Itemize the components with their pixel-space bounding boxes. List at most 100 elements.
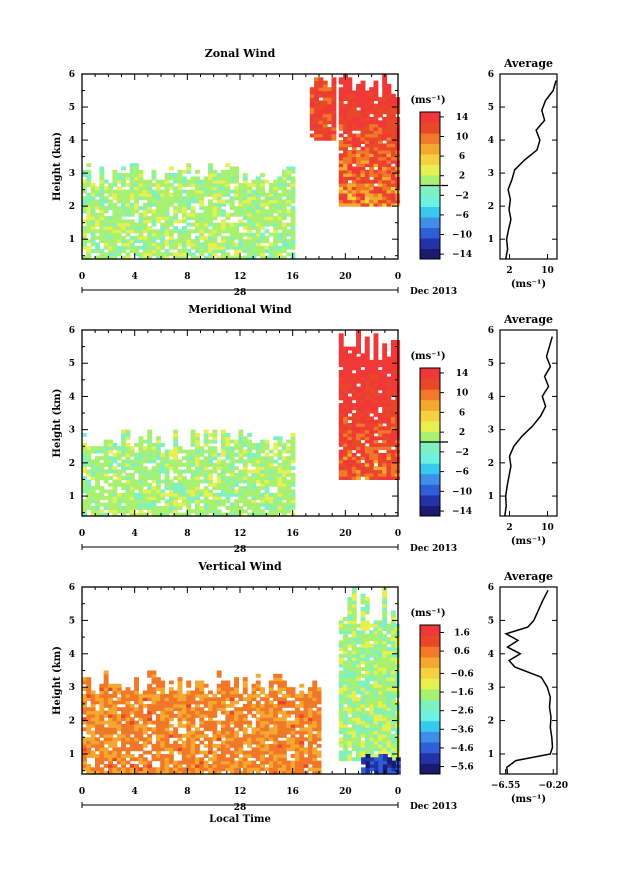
heatmap-cell	[273, 189, 279, 194]
heatmap-cell	[369, 199, 375, 204]
heatmap-cell	[203, 186, 209, 191]
heatmap-cell	[234, 720, 239, 725]
heatmap-cell	[273, 472, 279, 477]
heatmap-cell	[125, 466, 131, 471]
heatmap-cell	[281, 209, 287, 214]
colorbar-tick-label: −10	[452, 231, 472, 241]
heatmap-cell	[343, 143, 348, 148]
heatmap-cell	[212, 245, 218, 250]
heatmap-cell	[225, 239, 231, 244]
heatmap-cell	[255, 740, 261, 745]
heatmap-cell	[343, 196, 348, 201]
heatmap-cell	[373, 120, 379, 125]
heatmap-cell	[281, 199, 287, 204]
heatmap-cell	[356, 456, 361, 461]
heatmap-cell	[212, 433, 218, 437]
heatmap-cell	[108, 199, 113, 204]
heatmap-cell	[307, 687, 313, 692]
heatmap-cell	[147, 489, 153, 494]
heatmap-cell	[268, 456, 274, 461]
heatmap-cell	[351, 413, 357, 417]
heatmap-cell	[364, 713, 370, 718]
heatmap-cell	[351, 737, 357, 742]
heatmap-cell	[221, 462, 226, 467]
heatmap-cell	[343, 140, 348, 144]
heatmap-cell	[103, 245, 109, 250]
heatmap-cell	[251, 216, 257, 220]
heatmap-cell	[212, 757, 218, 762]
heatmap-cell	[303, 720, 309, 725]
heatmap-cell	[134, 693, 139, 698]
heatmap-cell	[286, 489, 292, 494]
heatmap-cell	[234, 255, 239, 260]
heatmap-cell	[82, 687, 87, 692]
heatmap-cell	[277, 723, 283, 728]
heatmap-cell	[373, 373, 379, 378]
heatmap-cell	[247, 235, 252, 240]
heatmap-cell	[203, 245, 209, 250]
heatmap-cell	[86, 173, 92, 177]
heatmap-cell	[303, 717, 309, 722]
heatmap-cell	[377, 100, 383, 105]
heatmap-cell	[255, 754, 261, 758]
heatmap-cell	[121, 242, 126, 247]
profile-x-label: (ms⁻¹)	[511, 279, 546, 290]
heatmap-cell	[82, 757, 87, 762]
heatmap-cell	[251, 509, 257, 514]
heatmap-cell	[173, 446, 179, 451]
heatmap-cell	[260, 723, 265, 728]
heatmap-cell	[186, 492, 192, 497]
heatmap-cell	[138, 482, 144, 487]
heatmap-cell	[195, 680, 200, 685]
heatmap-cell	[327, 107, 333, 111]
heatmap-cell	[286, 764, 292, 768]
heatmap-cell	[268, 462, 274, 467]
heatmap-cell	[286, 723, 292, 728]
heatmap-cell	[125, 436, 131, 441]
heatmap-cell	[108, 743, 113, 748]
heatmap-cell	[364, 393, 370, 397]
heatmap-cell	[260, 456, 265, 461]
heatmap-cell	[186, 496, 192, 500]
heatmap-cell	[173, 730, 179, 735]
heatmap-cell	[229, 506, 235, 510]
heatmap-cell	[347, 130, 353, 135]
heatmap-cell	[147, 255, 153, 260]
heatmap-cell	[147, 727, 153, 732]
heatmap-cell	[242, 750, 248, 755]
heatmap-cell	[356, 110, 361, 115]
heatmap-cell	[277, 486, 283, 490]
heatmap-cell	[268, 707, 274, 712]
heatmap-cell	[356, 156, 361, 161]
heatmap-cell	[212, 506, 218, 510]
heatmap-cell	[216, 737, 222, 742]
heatmap-cell	[190, 486, 196, 490]
x-tick-label: 0	[395, 529, 401, 539]
heatmap-cell	[186, 737, 192, 742]
heatmap-cell	[134, 206, 139, 210]
heatmap-cell	[369, 653, 375, 658]
heatmap-cell	[364, 133, 370, 138]
heatmap-cell	[160, 680, 166, 685]
heatmap-cell	[369, 446, 375, 451]
heatmap-cell	[255, 242, 261, 247]
heatmap-cell	[90, 743, 96, 748]
heatmap-cell	[129, 166, 135, 171]
heatmap-cell	[90, 239, 96, 244]
heatmap-cell	[242, 209, 248, 214]
heatmap-cell	[247, 700, 252, 705]
heatmap-cell	[134, 183, 139, 187]
heatmap-cell	[142, 713, 148, 718]
heatmap-cell	[277, 707, 283, 712]
heatmap-cell	[390, 346, 396, 351]
heatmap-cell	[225, 229, 231, 234]
heatmap-cell	[195, 747, 200, 752]
heatmap-cell	[151, 452, 157, 457]
heatmap-cell	[155, 727, 161, 732]
heatmap-cell	[382, 153, 388, 158]
heatmap-cell	[312, 720, 318, 725]
heatmap-cell	[86, 770, 92, 775]
heatmap-cell	[377, 199, 383, 204]
heatmap-cell	[99, 183, 105, 187]
heatmap-cell	[281, 723, 287, 728]
